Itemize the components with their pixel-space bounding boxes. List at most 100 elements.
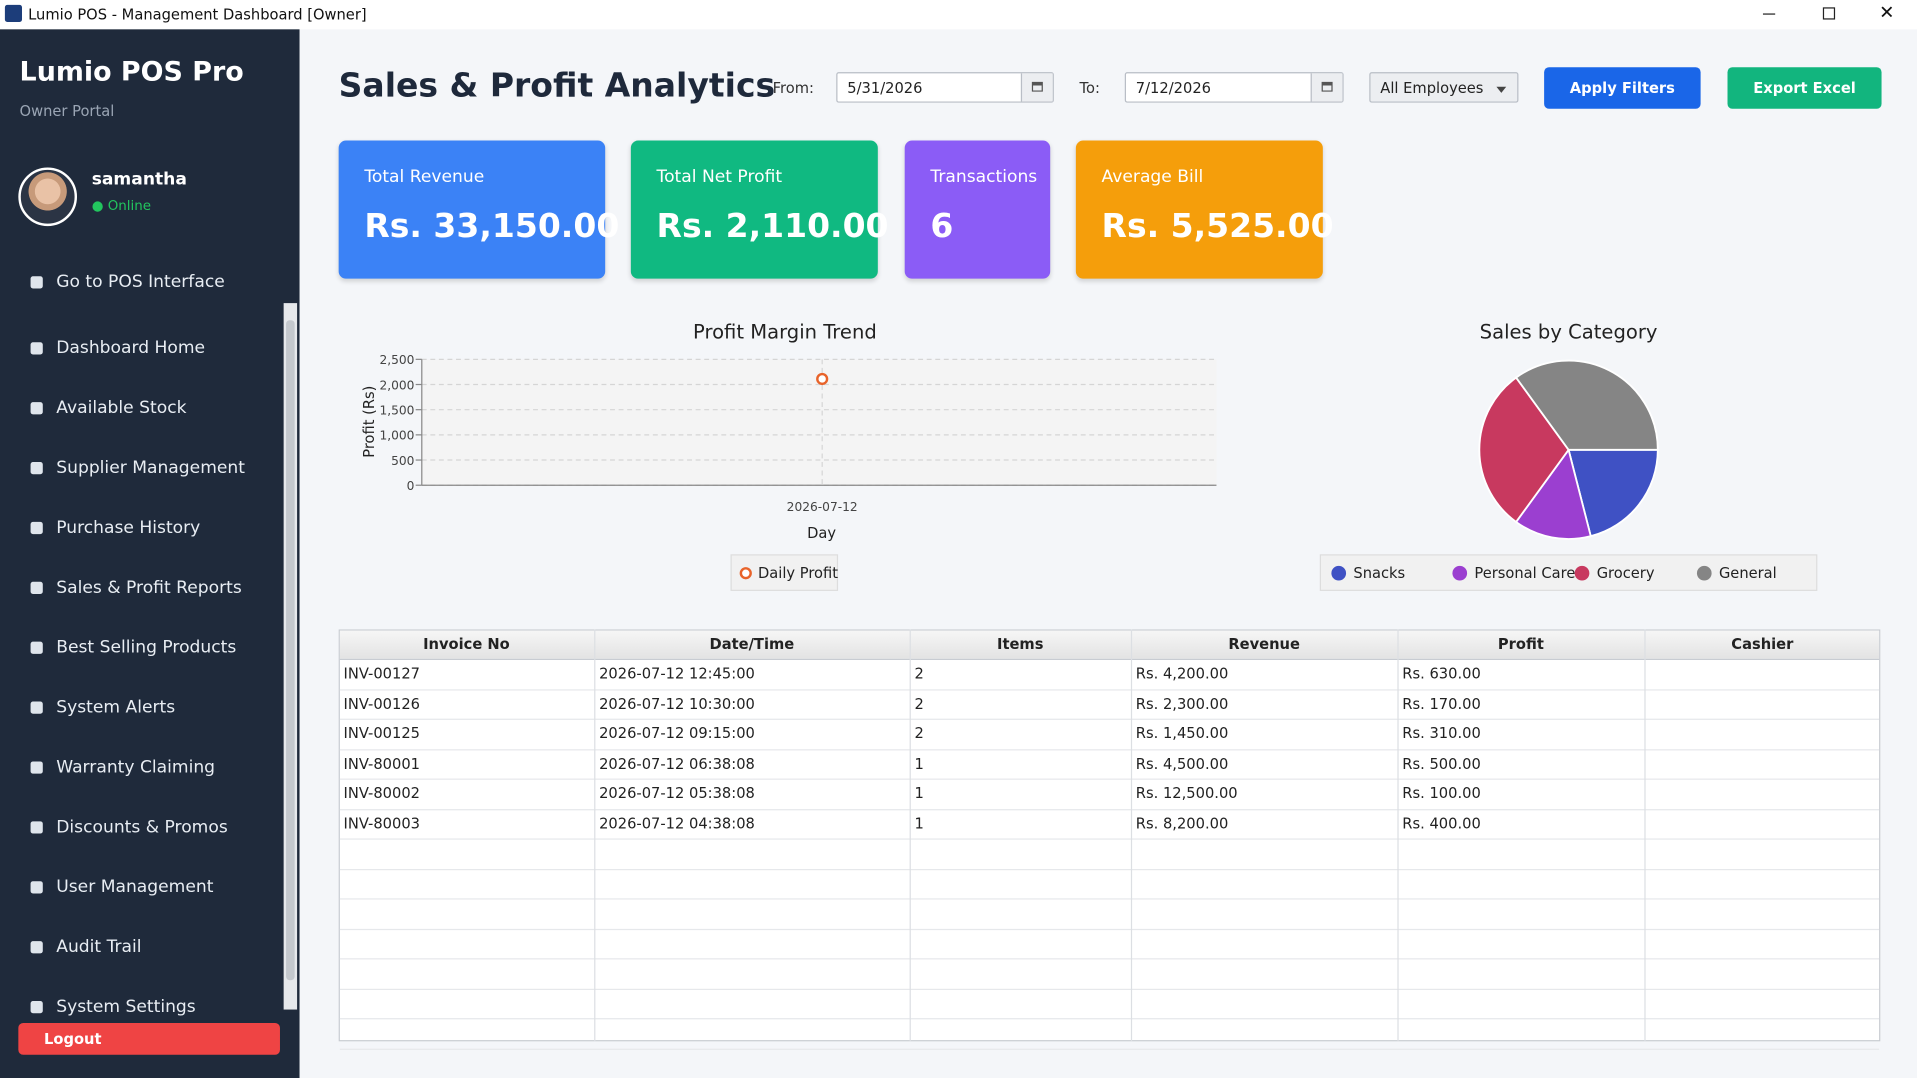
table-cell: Rs. 400.00 [1402,814,1481,832]
row-divider [339,1018,1880,1020]
x-tick-label: 2026-07-12 [787,500,858,514]
row-divider [339,838,1880,840]
apply-filters-button[interactable]: Apply Filters [1544,67,1701,109]
stat-value: Rs. 5,525.00 [1101,207,1334,246]
menu-item[interactable]: Best Selling Products [31,638,236,658]
logout-button[interactable]: Logout [18,1022,280,1055]
data-point [816,372,829,386]
menu-item[interactable]: User Management [31,878,213,898]
menu-item[interactable]: Audit Trail [31,937,141,957]
from-date[interactable]: 5/31/2026 [836,72,1054,103]
row-divider [339,928,1880,930]
table-cell: Rs. 4,500.00 [1135,754,1229,772]
y-tick-label: 0 [407,479,415,493]
table-cell: Rs. 8,200.00 [1135,814,1229,832]
pie-slice [1514,359,1659,451]
row-divider [339,988,1880,990]
menu-item[interactable]: Warranty Claiming [31,758,215,778]
stat-value: 6 [930,207,954,246]
close[interactable]: ✕ [1879,1,1895,24]
column-divider [909,629,911,1042]
table-cell: Rs. 630.00 [1402,664,1481,682]
stat-label: Average Bill [1101,167,1204,187]
stat-label: Total Revenue [364,167,485,187]
pie-slice [1567,448,1659,538]
x-axis-label: Day [807,525,836,542]
legend-marker [1331,565,1347,581]
y-tick-label: 1,500 [379,404,414,418]
avatar [18,167,78,227]
table-cell: Rs. 4,200.00 [1135,664,1229,682]
table-cell: INV-00127 [343,664,420,682]
column-divider [594,629,596,1042]
table-cell: INV-80002 [343,784,420,802]
minimize[interactable] [1762,13,1776,15]
table-cell: 1 [914,754,924,772]
column-header: Date/Time [709,635,795,653]
y-tick-label: 500 [391,454,414,468]
pie-slice [1478,376,1570,524]
row-divider [339,748,1880,750]
legend-label: Daily Profit [758,565,838,582]
menu-item[interactable]: Discounts & Promos [31,818,228,838]
page-title: Sales & Profit Analytics [338,67,776,106]
employee-value: All Employees [1380,79,1484,97]
legend-label: Personal Care [1474,565,1575,582]
stat-value: Rs. 2,110.00 [656,207,889,246]
table-cell: 2 [914,664,924,682]
y-axis-label: Profit (Rs) [361,386,378,458]
table-header [339,630,1880,660]
stat-value: Rs. 33,150.00 [364,207,620,246]
menu-item[interactable]: System Alerts [31,698,175,718]
to-date[interactable]: 7/12/2026 [1124,72,1344,103]
menu-item[interactable]: Go to POS Interface [31,273,225,293]
scrollbar[interactable] [283,303,298,1010]
table-cell: INV-00126 [343,694,420,712]
menu-item[interactable]: Purchase History [31,518,200,538]
column-divider [1644,629,1646,1042]
menu-item[interactable]: Sales & Profit Reports [31,578,242,598]
from-label: From: [772,79,814,97]
row-divider [339,868,1880,870]
table-cell: Rs. 100.00 [1402,784,1481,802]
table-cell: 2026-07-12 04:38:08 [599,814,755,832]
column-header: Profit [1497,635,1544,653]
table-cell: 2026-07-12 12:45:00 [599,664,755,682]
table-cell: Rs. 1,450.00 [1135,724,1229,742]
column-header: Invoice No [423,635,510,653]
table-frame [338,629,1881,1042]
legend-label: Grocery [1597,565,1655,582]
menu-item[interactable]: Supplier Management [31,458,245,478]
table-cell: 2026-07-12 10:30:00 [599,694,755,712]
menu-item[interactable]: Dashboard Home [31,339,205,359]
table-cell: 2 [914,694,924,712]
table-cell: 1 [914,814,924,832]
menu-item[interactable]: System Settings [31,997,195,1017]
user-status: ● Online [91,197,152,214]
to-value: 7/12/2026 [1135,79,1212,97]
chart-title: Profit Margin Trend [693,321,877,344]
y-tick-label: 2,500 [379,353,414,367]
table-cell: Rs. 12,500.00 [1135,784,1238,802]
table-cell: Rs. 170.00 [1402,694,1481,712]
column-divider [1130,629,1133,1042]
employee-select[interactable]: All Employees [1369,72,1519,103]
column-divider [1397,629,1399,1042]
legend-marker [1696,565,1712,581]
legend-marker [1452,565,1468,581]
row-divider [339,898,1880,900]
sidebar: Lumio POS Pro Owner Portal samantha ● On… [0,29,300,1078]
maximize[interactable] [1822,7,1836,20]
title-bar: Lumio POS - Management Dashboard [Owner]… [0,0,1917,30]
table-cell: Rs. 2,300.00 [1135,694,1229,712]
user-name: samantha [91,169,187,190]
from-value: 5/31/2026 [847,79,923,97]
export-excel-button[interactable]: Export Excel [1727,67,1882,109]
portal-label: Owner Portal [19,102,115,120]
app-icon [4,4,23,22]
legend-marker [1574,565,1590,581]
menu-item[interactable]: Available Stock [31,398,186,418]
